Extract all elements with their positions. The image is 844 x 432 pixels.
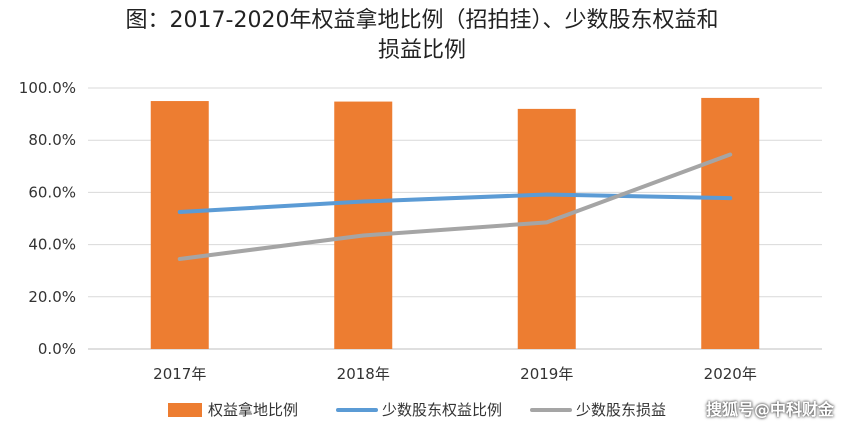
y-tick-label: 100.0% [19,79,76,97]
y-axis: 0.0% 20.0% 40.0% 60.0% 80.0% 100.0% [19,79,76,358]
x-tick-label: 2017年 [153,365,206,383]
grid-lines [88,87,822,350]
bar [334,101,393,350]
legend: 权益拿地比例 少数股东权益比例 少数股东损益 [168,401,666,419]
legend-label: 权益拿地比例 [208,401,298,419]
y-tick-label: 80.0% [28,131,76,149]
bar [701,97,760,349]
watermark: 搜狐号@中科财金 [705,400,834,419]
y-tick-label: 0.0% [38,340,76,358]
bar [150,101,209,349]
x-tick-label: 2020年 [704,365,757,383]
x-axis: 2017年 2018年 2019年 2020年 [153,365,757,383]
y-tick-label: 60.0% [28,183,76,201]
bar [517,108,576,349]
x-tick-label: 2019年 [520,365,573,383]
line-minority-equity [177,192,733,214]
legend-swatch-bar [168,403,202,417]
x-tick-label: 2018年 [337,365,390,383]
line-minority-profit [177,152,733,261]
y-tick-label: 40.0% [28,236,76,254]
line-series [177,152,733,261]
chart-title-line-2: 损益比例 [377,38,466,63]
chart-title-line-1: 图：2017-2020年权益拿地比例（招拍挂）、少数股东权益和 [125,8,719,33]
bar-series [150,97,760,350]
chart-title: 图：2017-2020年权益拿地比例（招拍挂）、少数股东权益和 损益比例 [0,6,844,66]
y-tick-label: 20.0% [28,288,76,306]
legend-label: 少数股东损益 [576,401,666,419]
legend-label: 少数股东权益比例 [382,401,502,419]
